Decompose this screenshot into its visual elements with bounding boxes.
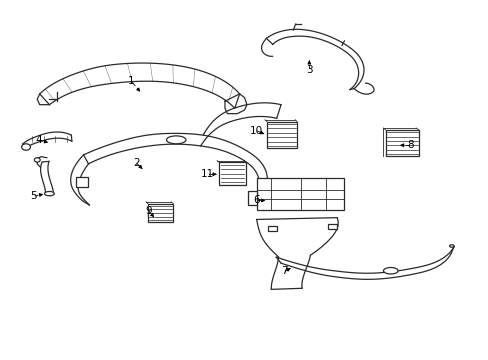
Circle shape bbox=[21, 144, 30, 150]
Bar bbox=[76, 177, 88, 187]
Ellipse shape bbox=[44, 192, 54, 196]
Bar bbox=[148, 204, 173, 222]
Bar bbox=[385, 130, 418, 156]
Text: 2: 2 bbox=[133, 158, 139, 168]
Bar bbox=[266, 122, 297, 148]
Text: 10: 10 bbox=[249, 126, 262, 135]
Text: 4: 4 bbox=[35, 135, 42, 145]
Text: 1: 1 bbox=[128, 76, 134, 86]
Ellipse shape bbox=[166, 136, 185, 144]
Bar bbox=[256, 178, 344, 211]
Ellipse shape bbox=[383, 267, 397, 274]
Ellipse shape bbox=[448, 245, 453, 247]
Text: 3: 3 bbox=[305, 64, 312, 75]
Text: 9: 9 bbox=[145, 206, 151, 216]
Text: 6: 6 bbox=[253, 195, 260, 206]
Text: 8: 8 bbox=[406, 140, 413, 150]
Bar bbox=[248, 191, 256, 205]
Text: 7: 7 bbox=[281, 266, 287, 276]
Text: 5: 5 bbox=[30, 191, 37, 201]
Text: 11: 11 bbox=[201, 169, 214, 179]
Bar bbox=[328, 224, 336, 229]
Bar bbox=[267, 226, 276, 231]
Bar bbox=[219, 162, 245, 185]
Circle shape bbox=[34, 158, 40, 162]
